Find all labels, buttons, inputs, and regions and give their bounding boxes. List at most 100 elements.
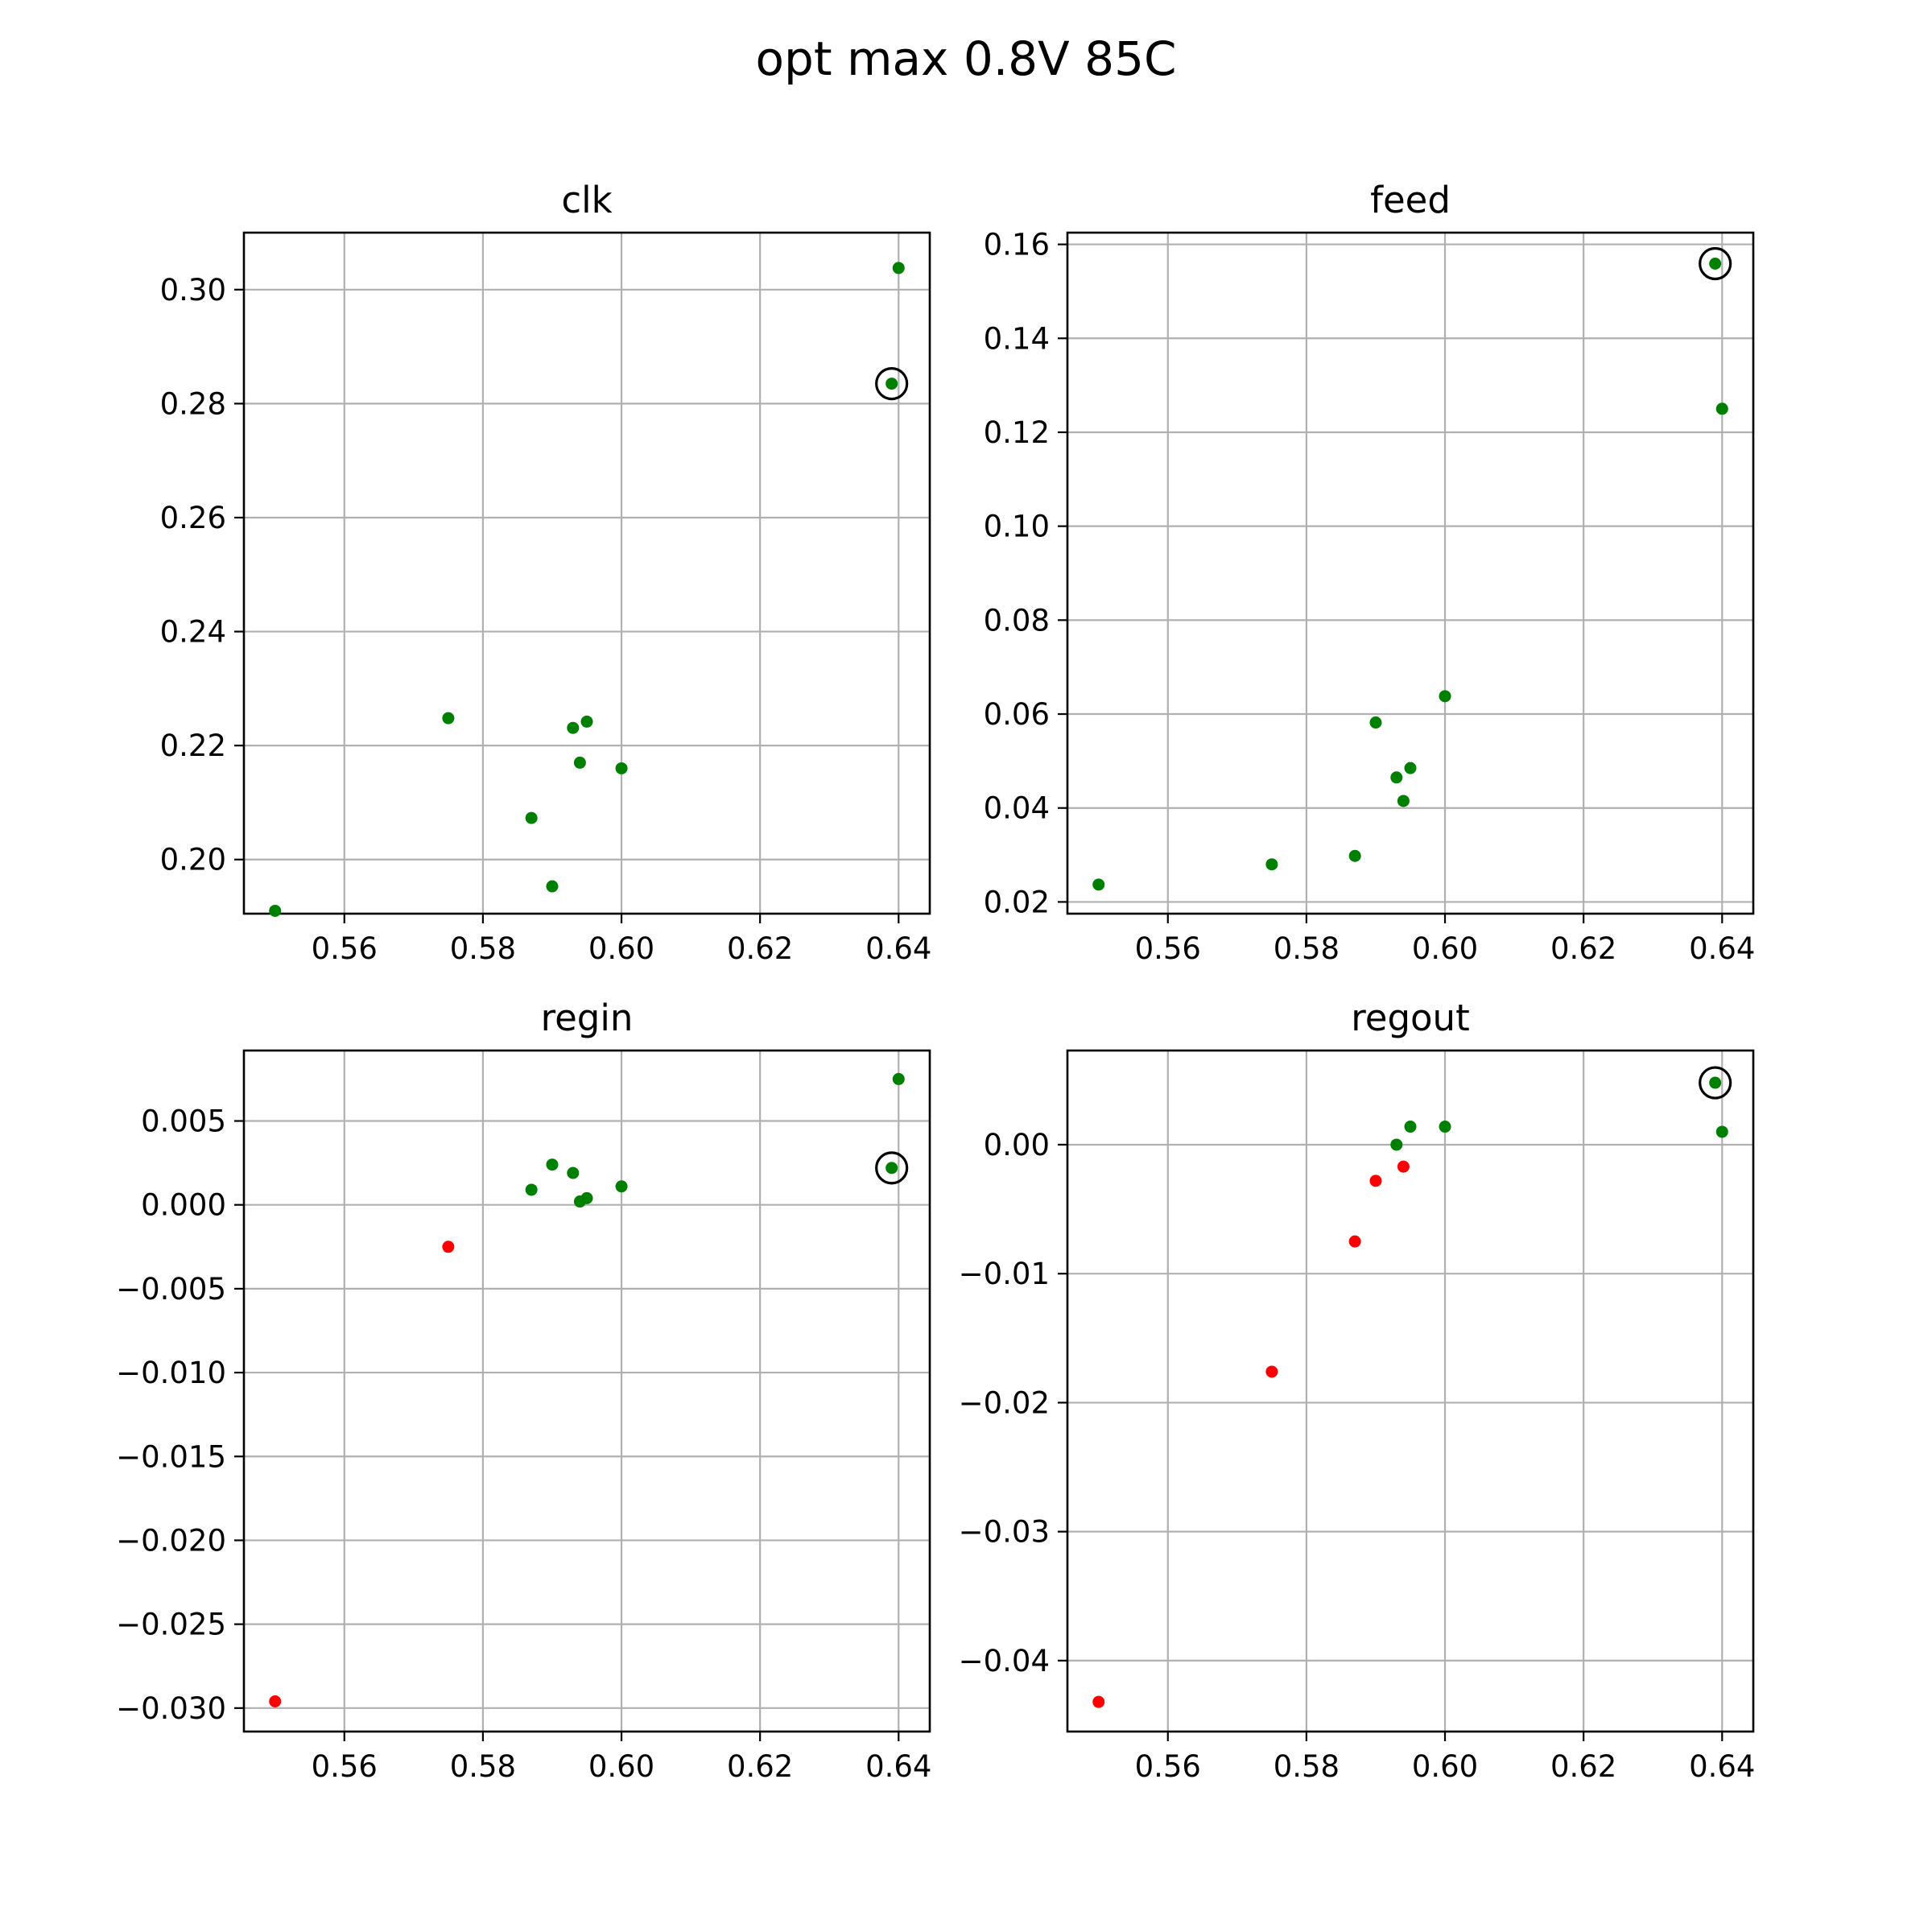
- y-tick-label: 0.20: [160, 843, 226, 877]
- data-point-pass: [1369, 716, 1382, 729]
- y-tick-label: −0.02: [959, 1385, 1050, 1420]
- data-point-fail: [1369, 1174, 1382, 1187]
- data-point-pass: [1397, 795, 1410, 807]
- y-tick-label: 0.10: [984, 510, 1050, 544]
- x-tick-label: 0.56: [312, 1749, 378, 1784]
- x-tick-label: 0.62: [1550, 931, 1616, 966]
- subplots: clk 0.56 0.58 0.60 0.62 0.64 0.20 0.22 0.24 0.26 0…: [116, 179, 1755, 1784]
- y-tick-label: 0.26: [160, 501, 226, 535]
- x-tick-label: 0.64: [865, 1749, 931, 1784]
- x-tick-label: 0.58: [1274, 931, 1340, 966]
- axes-frame: [242, 231, 931, 915]
- y-tick-label: 0.08: [984, 603, 1050, 638]
- y-tick-label: −0.030: [116, 1691, 226, 1726]
- y-tick-label: 0.28: [160, 386, 226, 421]
- x-tick-label: 0.64: [1689, 1749, 1755, 1784]
- subplot-title: clk: [561, 179, 612, 221]
- data-point-pass: [1715, 1125, 1728, 1138]
- x-tick-label: 0.56: [1135, 931, 1201, 966]
- y-tick-label: 0.22: [160, 729, 226, 763]
- y-tick-label: 0.24: [160, 615, 226, 650]
- data-point-pass: [1439, 1121, 1451, 1133]
- x-tick-label: 0.60: [1412, 931, 1478, 966]
- data-point-fail: [1265, 1365, 1278, 1378]
- y-tick-label: −0.010: [116, 1356, 226, 1390]
- data-point-fail: [1397, 1160, 1410, 1173]
- data-point-fail: [1092, 1695, 1105, 1708]
- subplot-regout: regout 0.56 0.58 0.60 0.62 0.64 −0.04 −0.03 −0.0…: [959, 997, 1756, 1784]
- y-tick-label: 0.14: [984, 321, 1050, 356]
- data-point-pass: [615, 762, 628, 774]
- subplot-feed: feed 0.56 0.58 0.60 0.62 0.64 0.02 0.04 0.06 0.08…: [984, 179, 1756, 966]
- data-point-pass: [886, 378, 898, 390]
- x-tick-label: 0.64: [865, 931, 931, 966]
- data-point-fail: [269, 1695, 282, 1707]
- y-tick-label: 0.12: [984, 415, 1050, 450]
- x-tick-label: 0.56: [312, 931, 378, 966]
- data-point-pass: [1265, 858, 1278, 871]
- y-tick-label: 0.00: [984, 1128, 1050, 1162]
- data-point-pass: [442, 712, 455, 724]
- data-point-pass: [525, 811, 538, 824]
- y-tick-label: 0.06: [984, 697, 1050, 732]
- x-tick-label: 0.64: [1689, 931, 1755, 966]
- data-point-pass: [580, 715, 593, 728]
- subplot-title: regout: [1351, 997, 1469, 1039]
- x-tick-label: 0.62: [727, 931, 793, 966]
- data-point-pass: [580, 1191, 593, 1204]
- y-tick-label: −0.020: [116, 1523, 226, 1558]
- data-point-pass: [615, 1180, 628, 1193]
- data-point-pass: [269, 904, 282, 917]
- data-point-pass: [1390, 771, 1403, 784]
- axes-frame: [242, 1049, 931, 1733]
- y-tick-label: −0.025: [116, 1608, 226, 1642]
- axes-frame: [1066, 1049, 1755, 1733]
- x-tick-label: 0.58: [450, 1749, 516, 1784]
- x-tick-label: 0.56: [1135, 1749, 1201, 1784]
- x-tick-label: 0.60: [588, 1749, 654, 1784]
- y-tick-label: 0.30: [160, 273, 226, 308]
- y-tick-label: −0.01: [959, 1257, 1050, 1291]
- data-point-pass: [1390, 1138, 1403, 1151]
- x-tick-label: 0.62: [727, 1749, 793, 1784]
- data-point-pass: [1404, 762, 1417, 774]
- subplot-clk: clk 0.56 0.58 0.60 0.62 0.64 0.20 0.22 0.24 0.26 0…: [160, 179, 932, 966]
- data-point-pass: [546, 1158, 559, 1171]
- data-point-pass: [546, 880, 559, 893]
- data-point-pass: [1439, 690, 1451, 703]
- x-tick-label: 0.60: [1412, 1749, 1478, 1784]
- data-point-fail: [1348, 1235, 1361, 1248]
- y-tick-label: −0.03: [959, 1515, 1050, 1550]
- data-point-pass: [1092, 878, 1105, 891]
- x-tick-label: 0.58: [1274, 1749, 1340, 1784]
- data-point-pass: [525, 1183, 538, 1196]
- data-point-pass: [1709, 1076, 1722, 1089]
- subplot-title: feed: [1370, 179, 1451, 221]
- axes-frame: [1066, 231, 1755, 915]
- y-tick-label: −0.04: [959, 1644, 1050, 1678]
- y-tick-label: 0.02: [984, 885, 1050, 919]
- data-point-pass: [567, 1166, 580, 1179]
- y-tick-label: 0.000: [141, 1188, 226, 1223]
- y-tick-label: 0.16: [984, 228, 1050, 262]
- data-point-pass: [1709, 258, 1722, 270]
- y-tick-label: 0.04: [984, 791, 1050, 826]
- selected-point-ring: [875, 1151, 909, 1185]
- data-point-pass: [1404, 1121, 1417, 1133]
- selected-point-ring: [1699, 1066, 1732, 1100]
- data-point-pass: [1348, 849, 1361, 862]
- y-tick-label: −0.015: [116, 1439, 226, 1474]
- x-tick-label: 0.60: [588, 931, 654, 966]
- data-point-pass: [573, 756, 586, 769]
- data-point-pass: [892, 1072, 905, 1085]
- data-point-fail: [442, 1241, 455, 1253]
- subplot-title: regin: [541, 997, 634, 1039]
- y-tick-label: 0.005: [141, 1104, 226, 1139]
- subplot-regin: regin 0.56 0.58 0.60 0.62 0.64 −0.030 −0.025 −0.…: [116, 997, 931, 1784]
- figure-title: opt max 0.8V 85C: [756, 31, 1177, 86]
- data-point-pass: [1715, 402, 1728, 415]
- data-point-pass: [892, 262, 905, 275]
- data-point-pass: [567, 721, 580, 734]
